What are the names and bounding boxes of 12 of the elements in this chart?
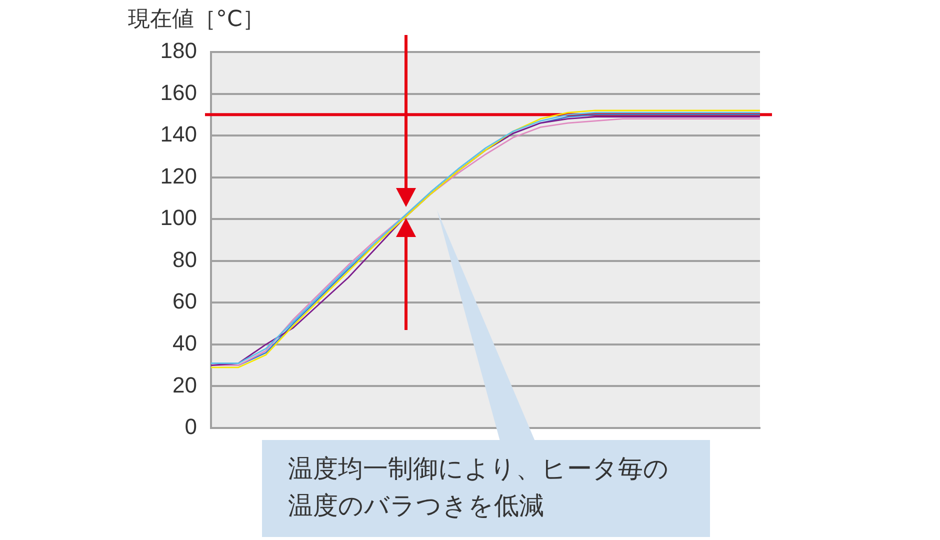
text: 温度均一制御により、ヒータ毎の温度のバラつきを低減 (262, 440, 710, 537)
y-axis-title: 現在値［°C］ (128, 6, 264, 34)
y-tick-label: 180 (160, 38, 197, 64)
y-tick-label: 100 (160, 205, 197, 230)
y-tick-label: 80 (172, 246, 197, 272)
y-tick-label: 160 (160, 80, 197, 105)
y-tick-label: 140 (160, 122, 197, 147)
y-tick-label: 60 (172, 288, 197, 314)
y-tick-label: 40 (172, 330, 197, 356)
y-tick-label: 0 (184, 414, 197, 440)
y-tick-label: 120 (160, 163, 197, 188)
y-tick-label: 20 (172, 372, 197, 398)
